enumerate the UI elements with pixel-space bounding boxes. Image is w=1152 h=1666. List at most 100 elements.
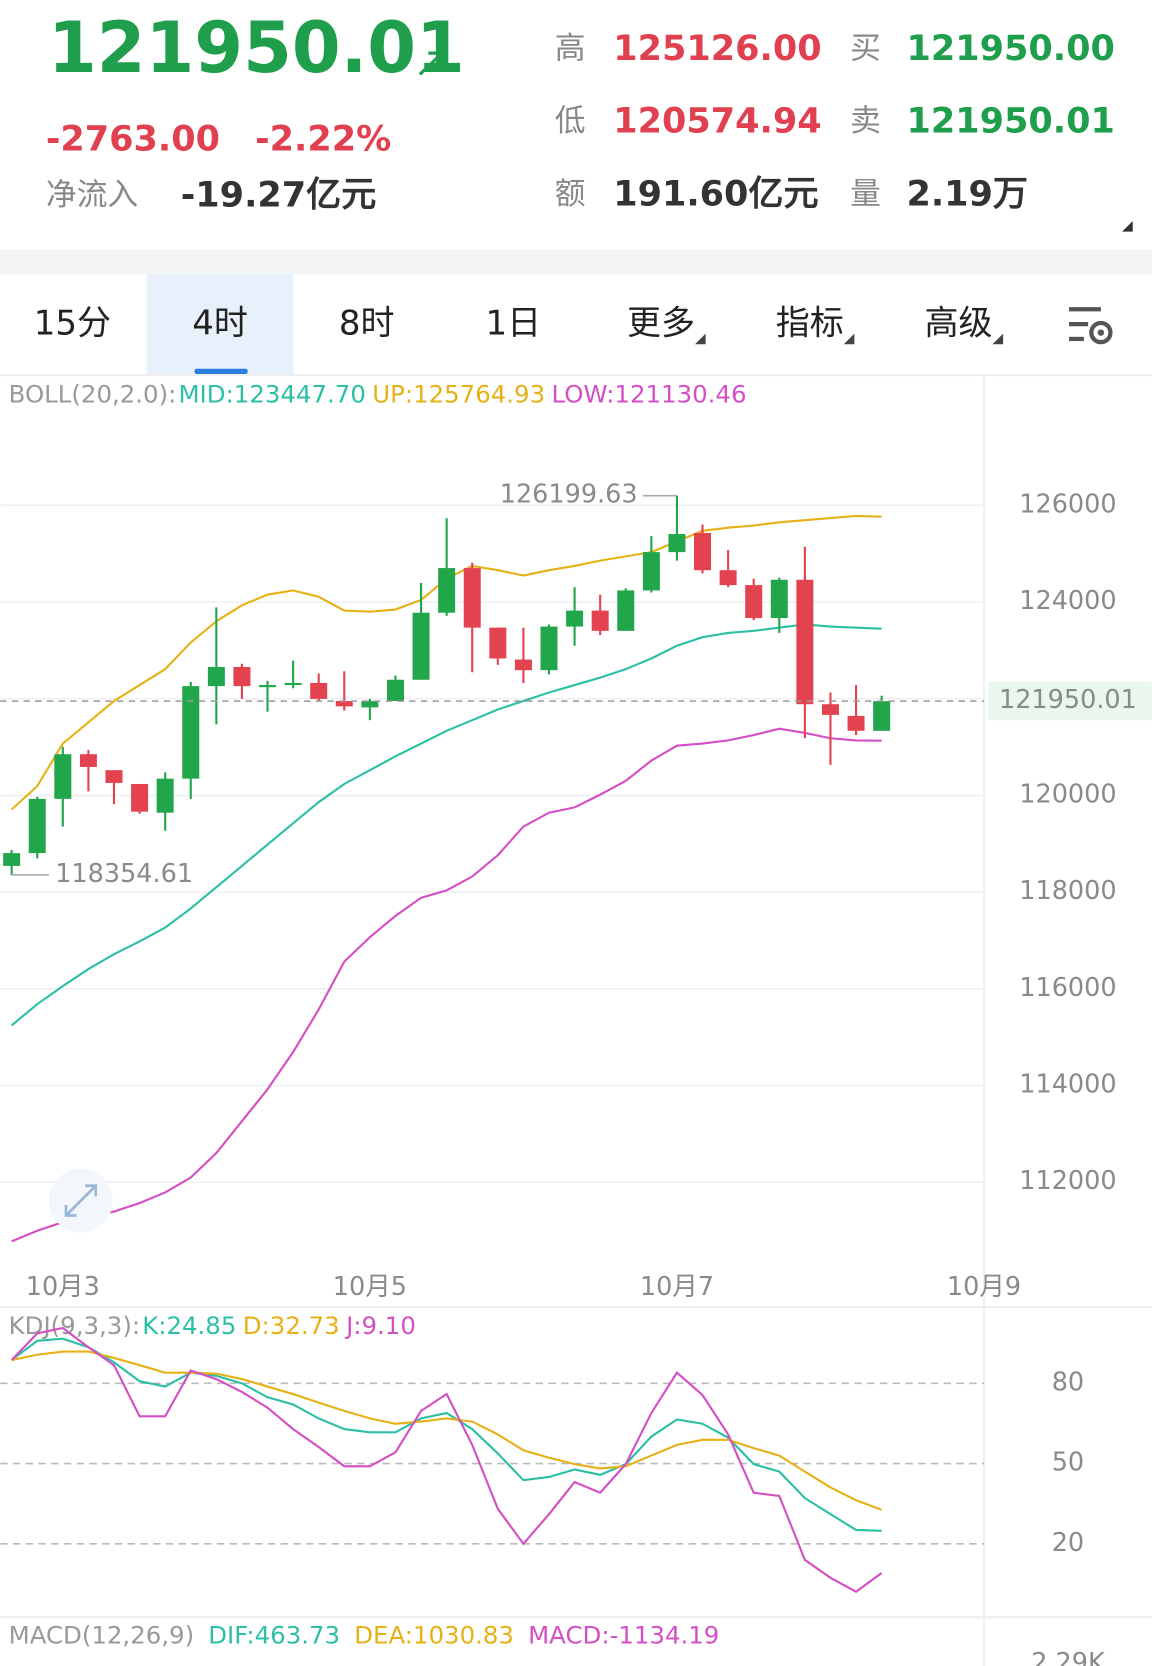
candle-body — [79, 754, 97, 767]
low-label: 118354.61 — [55, 859, 193, 889]
candle-body — [873, 701, 891, 731]
stat-value: 121950.00 — [906, 28, 1114, 69]
price-change-percent: -2.22% — [255, 118, 391, 159]
x-tick-label: 10月7 — [640, 1272, 714, 1302]
y-tick-label: 124000 — [1019, 586, 1116, 616]
candle-body — [361, 701, 379, 708]
candle-body — [335, 701, 353, 707]
dropdown-marker — [843, 333, 855, 345]
candle-body — [463, 568, 481, 628]
period-tab[interactable]: 高级 — [925, 304, 993, 344]
y-tick-label: 116000 — [1019, 973, 1116, 1003]
period-tab[interactable]: 1日 — [485, 304, 541, 344]
candle-body — [131, 783, 149, 812]
indicator-title: KDJ(9,3,3): — [9, 1311, 140, 1340]
macd-dif: DIF:463.73 — [208, 1620, 340, 1649]
dropdown-marker — [992, 333, 1004, 345]
candle-body — [694, 532, 712, 571]
dropdown-marker — [695, 333, 706, 345]
candle-body — [566, 610, 584, 627]
y-tick-label: 120000 — [1019, 779, 1116, 809]
candle-body — [54, 754, 72, 799]
active-tab-indicator — [194, 368, 248, 374]
stat-value: 191.60亿元 — [613, 174, 818, 215]
candle-body — [284, 682, 302, 686]
x-tick-label: 10月5 — [333, 1272, 407, 1302]
candle-body — [719, 570, 737, 586]
stat-value: 2.19万 — [906, 174, 1028, 215]
last-price: 121950.01 — [48, 7, 465, 89]
legend-entry: K:24.85 — [142, 1311, 236, 1340]
macd-axis-label: 2.29K — [1031, 1648, 1106, 1666]
period-tab[interactable]: 4时 — [192, 304, 248, 344]
stat-label: 低 — [555, 103, 586, 139]
indicator-line — [11, 1337, 882, 1532]
period-tab[interactable]: 8时 — [339, 304, 395, 344]
expand-toggle[interactable] — [1122, 221, 1133, 232]
indicator-line — [10, 623, 882, 1027]
price-change: -2763.00 — [46, 118, 220, 159]
macd-title: MACD(12,26,9) — [9, 1620, 194, 1649]
legend-entry: J:9.10 — [344, 1311, 416, 1340]
y-tick-label: 118000 — [1019, 876, 1116, 906]
stat-label: 量 — [850, 176, 881, 212]
period-tab[interactable]: 指标 — [776, 304, 844, 344]
last-price-label: 121950.01 — [999, 685, 1137, 715]
candle-body — [847, 715, 865, 731]
x-tick-label: 10月3 — [26, 1272, 100, 1302]
candle-body — [207, 666, 225, 687]
macd-legend: MACD(12,26,9) DIF:463.73 DEA:1030.83 MAC… — [9, 1620, 720, 1649]
macd-value: MACD:-1134.19 — [528, 1620, 719, 1649]
period-tab[interactable]: 更多 — [627, 304, 695, 344]
macd-dea: DEA:1030.83 — [354, 1620, 514, 1649]
candle-body — [156, 778, 174, 813]
candle-body — [821, 704, 839, 715]
candle-body — [489, 627, 507, 659]
y-tick-label: 80 — [1052, 1367, 1084, 1397]
settings-icon[interactable] — [1069, 307, 1113, 345]
inflow-value: -19.27亿元 — [181, 175, 377, 216]
indicator-line — [11, 727, 882, 1243]
stat-value: 121950.01 — [906, 101, 1114, 142]
indicator-legend: KDJ(9,3,3):K:24.85 D:32.73 J:9.10 — [9, 1311, 416, 1340]
candle-body — [182, 686, 200, 779]
candle-body — [259, 685, 277, 688]
x-tick-label: 10月9 — [947, 1272, 1021, 1302]
candle-body — [642, 552, 660, 591]
y-tick-label: 50 — [1052, 1448, 1084, 1478]
charts: BOLL(20,2.0):MID:123447.70 UP:125764.93 LO… — [0, 379, 1152, 1593]
candle-body — [591, 610, 609, 631]
active-tab-background — [146, 274, 294, 374]
quote-header: 121950.01 -2763.00 -2.22% 净流入 -19.27亿元 高… — [46, 7, 1133, 232]
candle-body — [745, 585, 763, 619]
y-tick-label: 114000 — [1019, 1069, 1116, 1099]
stat-label: 额 — [555, 176, 586, 212]
candle-body — [438, 568, 456, 613]
candle-body — [233, 666, 251, 687]
stat-label: 卖 — [850, 103, 881, 139]
trend-arrow — [418, 51, 444, 76]
indicator-legend: BOLL(20,2.0):MID:123447.70 UP:125764.93 LO… — [9, 379, 747, 408]
y-tick-label: 20 — [1052, 1528, 1084, 1558]
candle-body — [796, 579, 814, 705]
candle-body — [386, 679, 404, 702]
y-tick-label: 112000 — [1019, 1166, 1116, 1196]
last-price-box — [988, 681, 1152, 721]
candle-body — [770, 579, 788, 619]
stat-value: 125126.00 — [613, 28, 821, 69]
y-tick-label: 126000 — [1019, 489, 1116, 519]
candle-body — [617, 590, 635, 631]
quote-stats: 高 125126.00 低 120574.94 额 191.60亿元 买 121950.00 卖… — [555, 28, 1115, 215]
zoom-button[interactable] — [49, 1168, 113, 1233]
high-label: 126199.63 — [500, 480, 638, 510]
period-tabs: 15分 4时 8时 1日 更多 指标 高级 — [34, 274, 1113, 374]
separator — [0, 249, 1152, 275]
inflow-label: 净流入 — [46, 177, 138, 213]
period-tab[interactable]: 15分 — [34, 304, 111, 344]
indicator-title: BOLL(20,2.0): — [9, 379, 177, 408]
legend-entry: MID:123447.70 — [178, 379, 365, 408]
candle-body — [28, 798, 46, 854]
indicator-line — [10, 1326, 883, 1593]
candle-body — [668, 534, 686, 553]
